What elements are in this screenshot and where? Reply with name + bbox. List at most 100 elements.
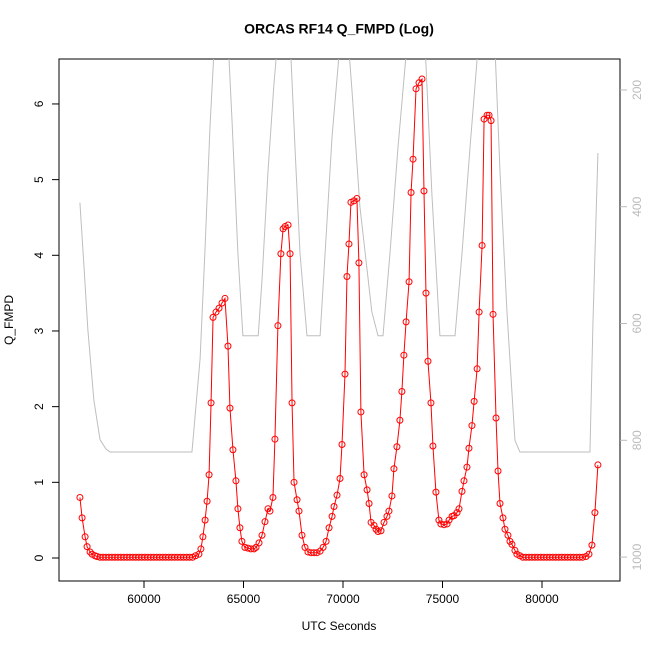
point — [250, 545, 258, 553]
point — [398, 388, 406, 396]
point — [440, 521, 448, 529]
point — [271, 435, 279, 443]
series-line — [79, 59, 599, 453]
point — [325, 524, 333, 532]
point — [492, 414, 500, 422]
point — [355, 259, 363, 267]
y-tick-label: 2 — [32, 403, 46, 410]
y-axis-title: Q_FMPD — [2, 295, 16, 345]
point — [377, 527, 385, 535]
point — [232, 477, 240, 485]
x-tick-label: 65000 — [227, 592, 261, 606]
point — [473, 365, 481, 373]
point — [293, 496, 301, 504]
point — [288, 399, 296, 407]
y2-tick-label: 200 — [630, 80, 644, 100]
point — [483, 111, 491, 119]
point — [380, 518, 388, 526]
point — [192, 552, 200, 560]
point — [374, 528, 382, 536]
point — [328, 512, 336, 520]
point — [460, 477, 468, 485]
point — [86, 548, 94, 556]
point — [319, 543, 327, 551]
point — [224, 342, 232, 350]
point — [322, 537, 330, 545]
point — [295, 507, 303, 515]
point — [388, 492, 396, 500]
point — [229, 446, 237, 454]
point — [594, 461, 602, 469]
point — [407, 188, 415, 196]
point — [353, 195, 361, 203]
point — [455, 505, 463, 513]
point — [76, 493, 84, 501]
point — [443, 520, 451, 528]
point — [298, 531, 306, 539]
x-tick-label: 80000 — [525, 592, 559, 606]
plot-frame — [58, 58, 621, 582]
point — [81, 533, 89, 541]
point — [432, 488, 440, 496]
x-axis-title: UTC Seconds — [302, 619, 377, 633]
point — [357, 408, 365, 416]
y2-tick-label: 600 — [630, 313, 644, 333]
point — [501, 525, 509, 533]
point — [286, 250, 294, 258]
point — [424, 357, 432, 365]
point — [338, 440, 346, 448]
point — [330, 503, 338, 511]
y-tick-label: 1 — [32, 479, 46, 486]
point — [435, 516, 443, 524]
point — [221, 294, 229, 302]
point — [489, 310, 497, 318]
point — [470, 397, 478, 405]
point — [199, 533, 207, 541]
point — [290, 478, 298, 486]
point — [588, 541, 596, 549]
point — [266, 507, 274, 515]
point — [504, 531, 512, 539]
point — [465, 444, 473, 452]
point — [345, 240, 353, 248]
point — [468, 422, 476, 430]
point — [255, 539, 263, 547]
chart-title: ORCAS RF14 Q_FMPD (Log) — [244, 21, 434, 37]
point — [207, 399, 215, 407]
point — [508, 540, 516, 548]
point — [427, 399, 435, 407]
point — [511, 546, 519, 554]
point — [234, 505, 242, 513]
point — [422, 289, 430, 297]
point — [458, 487, 466, 495]
point — [269, 493, 277, 501]
point — [396, 416, 404, 424]
point — [205, 471, 213, 479]
point — [363, 486, 371, 494]
y-tick-label: 6 — [32, 100, 46, 107]
y-tick-label: 4 — [32, 252, 46, 259]
point — [279, 225, 287, 233]
point — [341, 370, 349, 378]
point — [579, 553, 587, 561]
point — [310, 549, 318, 557]
point — [274, 322, 282, 330]
series-line — [79, 77, 599, 558]
y-tick-label: 5 — [32, 176, 46, 183]
y-tick-label: 0 — [32, 554, 46, 561]
point — [365, 500, 373, 508]
point — [591, 509, 599, 517]
point — [313, 549, 321, 557]
point — [453, 509, 461, 517]
point — [385, 507, 393, 515]
x-tick-label: 70000 — [326, 592, 360, 606]
point — [215, 304, 223, 312]
point — [226, 404, 234, 412]
point — [360, 471, 368, 479]
point — [463, 463, 471, 471]
point — [209, 313, 217, 321]
point — [333, 491, 341, 499]
point — [494, 467, 502, 475]
point — [412, 85, 420, 93]
